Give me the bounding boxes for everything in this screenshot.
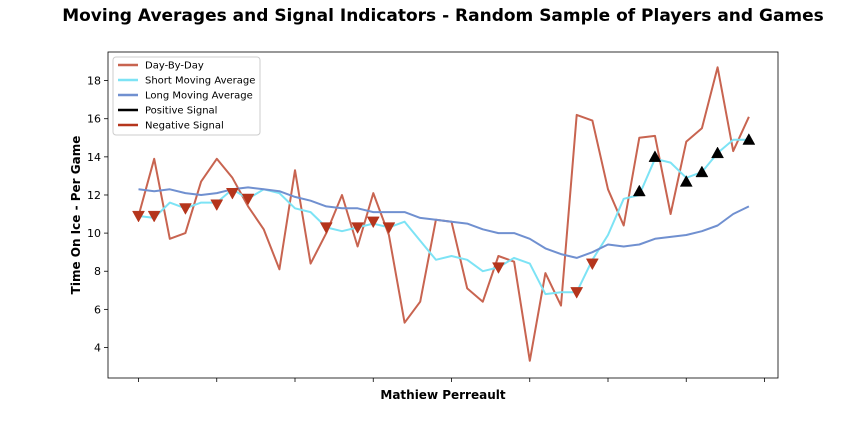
negative-signal-marker <box>319 222 333 234</box>
y-tick-label: 6 <box>94 303 101 316</box>
y-tick-label: 14 <box>87 151 101 164</box>
y-tick-label: 4 <box>94 341 101 354</box>
positive-signal-marker <box>695 165 709 178</box>
negative-signal-marker <box>210 199 224 212</box>
legend-label-long-moving-average: Long Moving Average <box>145 91 253 102</box>
positive-signal-marker <box>648 150 662 162</box>
chart-title: Moving Averages and Signal Indicators - … <box>62 6 824 26</box>
y-tick-label: 18 <box>87 75 101 88</box>
legend-label-positive-signal: Positive Signal <box>145 106 217 117</box>
positive-signal-marker <box>632 184 646 197</box>
series-layer <box>132 66 756 362</box>
legend-label-day-by-day: Day-By-Day <box>145 61 204 72</box>
legend-frame <box>112 56 261 136</box>
y-tick-label: 12 <box>87 189 101 202</box>
short-moving-average-line <box>138 138 749 296</box>
negative-signal-marker <box>570 287 584 299</box>
legend-items: Day-By-Day Short Moving Average Long Movin… <box>118 61 255 132</box>
negative-signal-marker <box>351 222 365 234</box>
negative-signal-marker <box>241 193 255 206</box>
legend-label-short-moving-average: Short Moving Average <box>145 76 255 87</box>
axis-layer: 4 6 8 10 12 14 16 18 <box>87 75 765 382</box>
y-axis-label: Time On Ice - Per Game <box>69 136 83 295</box>
y-tick-label: 8 <box>94 265 101 278</box>
y-tick-label: 10 <box>87 227 101 240</box>
positive-signal-marker <box>742 133 756 145</box>
negative-signal-marker <box>179 203 192 215</box>
x-axis-label: Mathiew Perreault <box>380 388 505 402</box>
negative-signal-marker <box>366 216 380 229</box>
legend: Day-By-Day Short Moving Average Long Movin… <box>112 56 261 136</box>
positive-signal-marker <box>679 175 693 187</box>
legend-label-negative-signal: Negative Signal <box>145 121 224 132</box>
negative-signal-marker <box>132 210 145 223</box>
negative-signal-marker <box>225 188 239 200</box>
long-moving-average-line <box>138 186 750 259</box>
negative-signal-marker <box>492 262 505 274</box>
negative-signal-marker <box>382 222 396 234</box>
y-tick-label: 16 <box>87 113 101 126</box>
negative-signal-marker <box>585 258 599 271</box>
negative-signal-marker <box>147 210 161 223</box>
positive-signal-marker <box>711 146 724 159</box>
